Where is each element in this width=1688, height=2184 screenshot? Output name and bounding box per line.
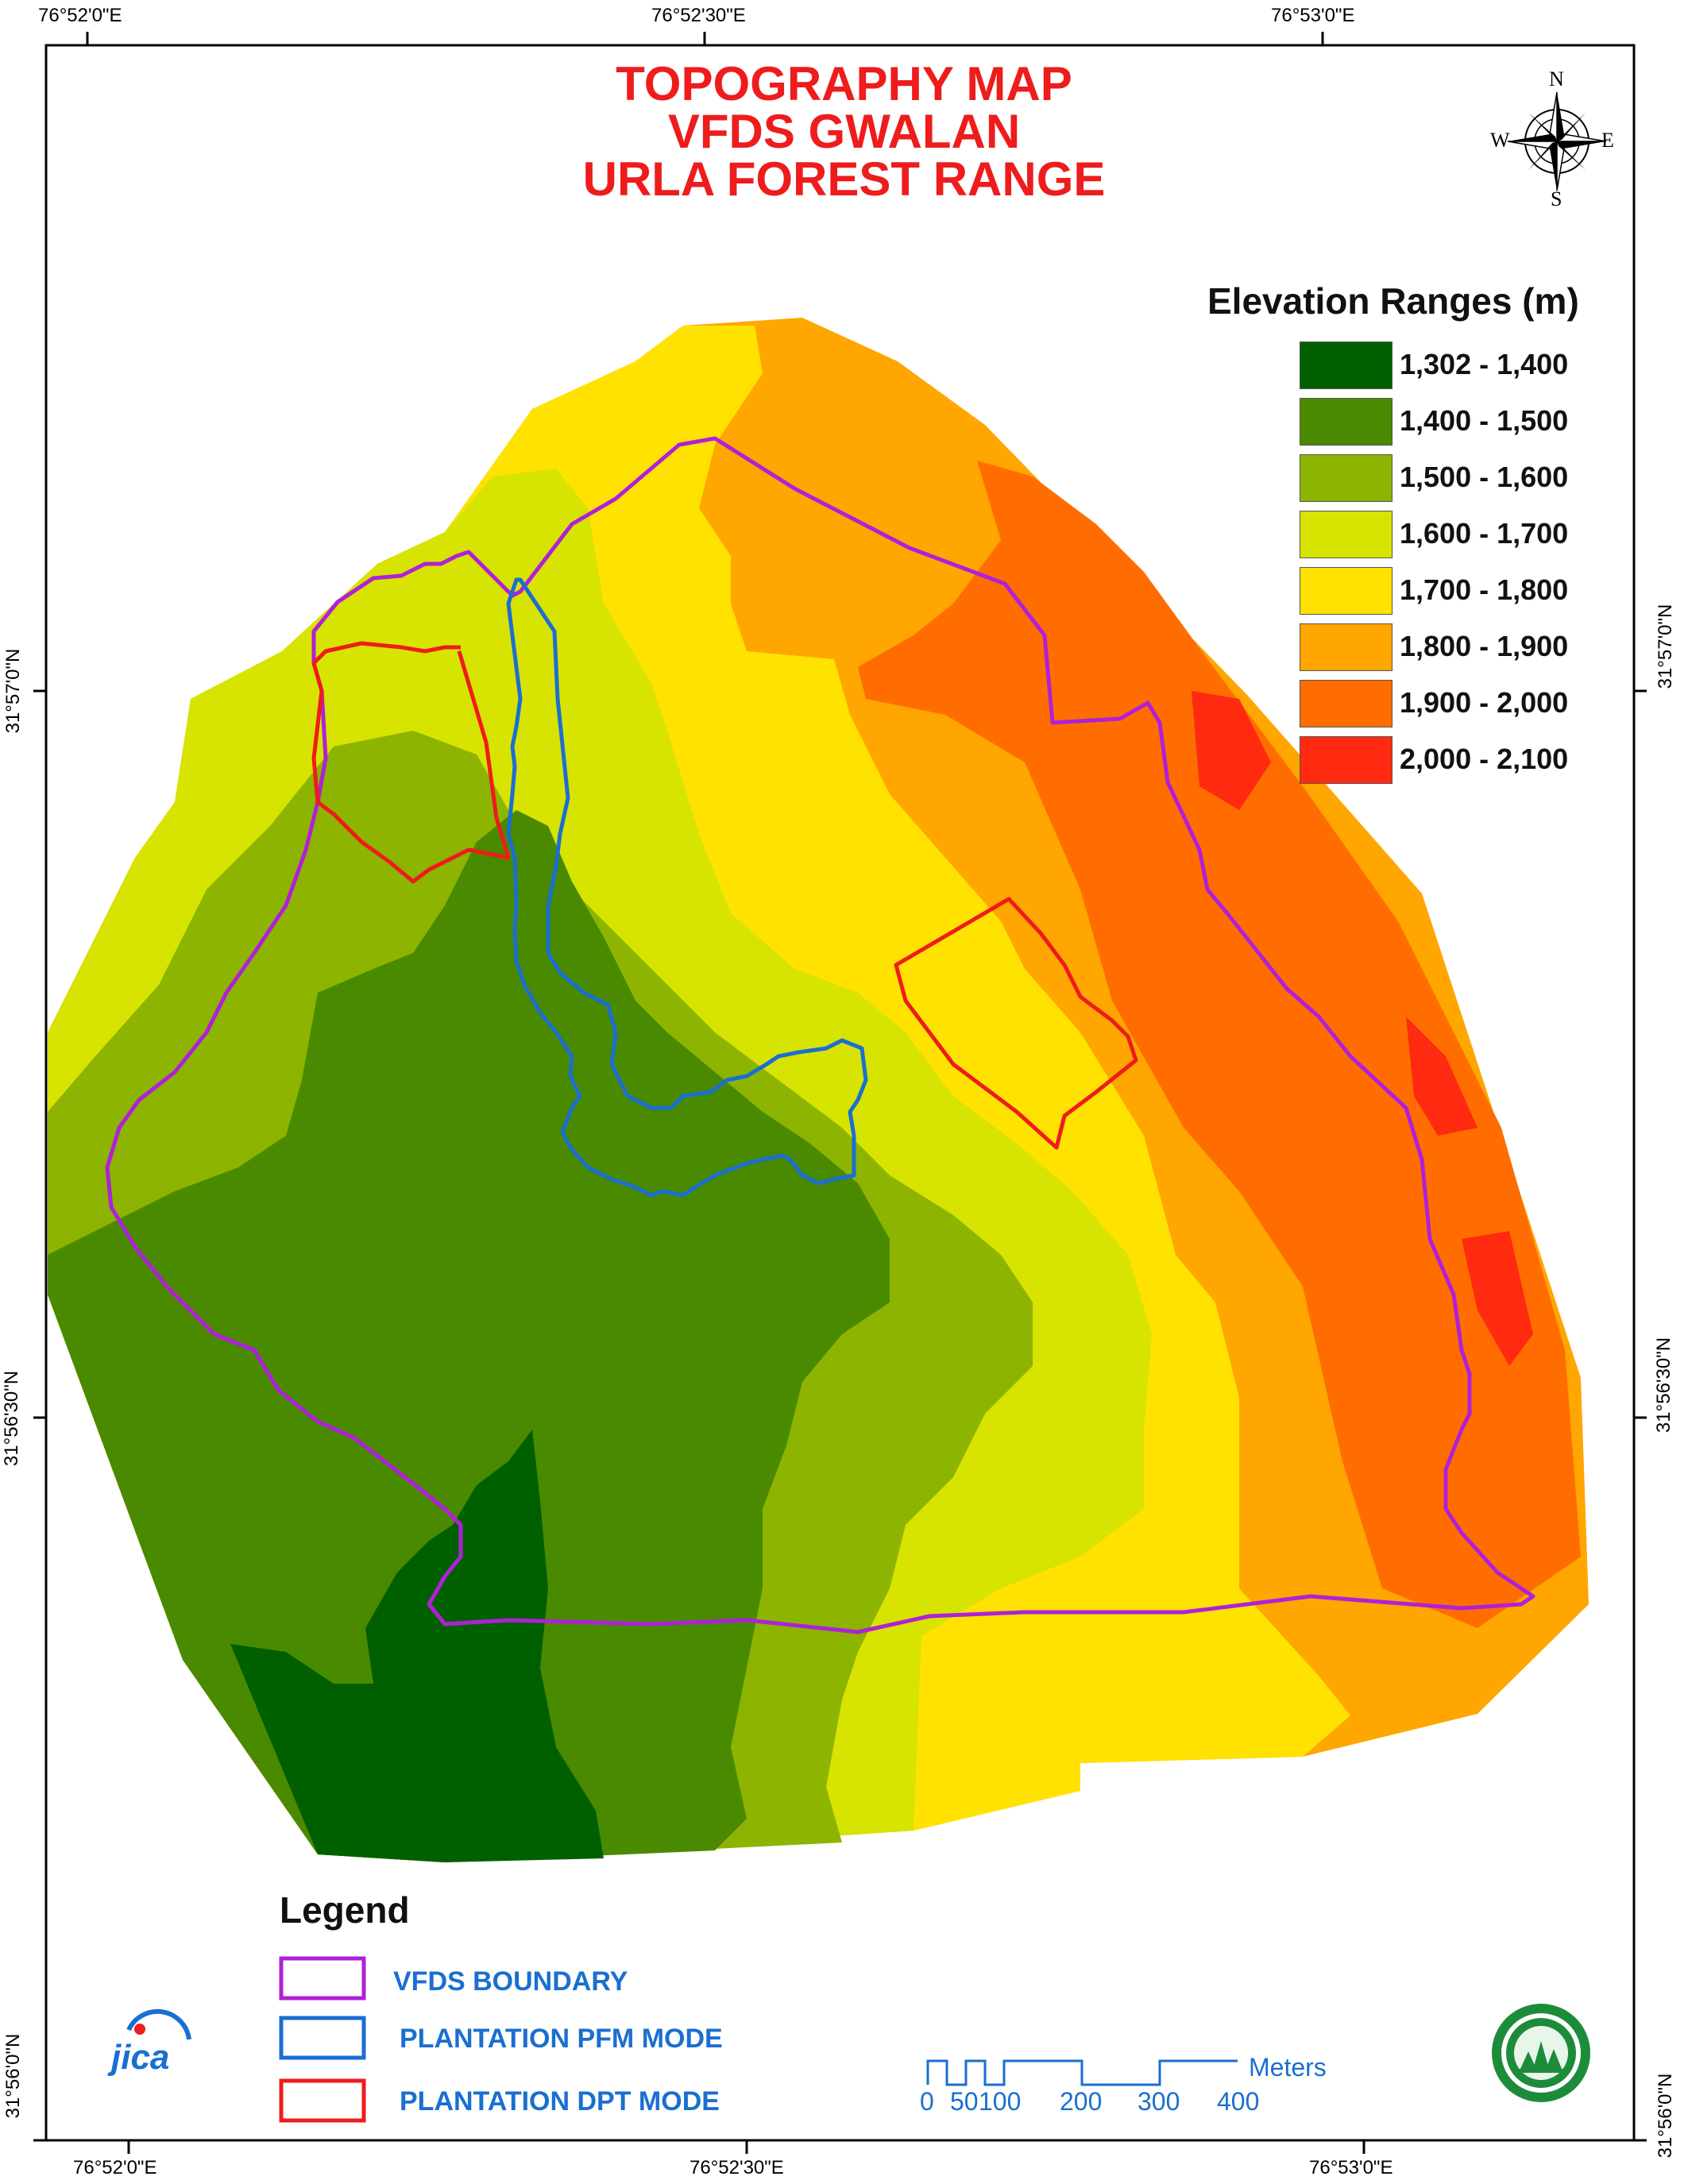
elevation-swatch <box>1300 454 1393 502</box>
coord-left-1: 31°57'0"N <box>2 648 24 734</box>
north-arrow-icon <box>1507 91 1607 191</box>
jica-logo <box>126 2008 191 2040</box>
elev-2000-2100-b <box>1406 1017 1477 1136</box>
coord-right-3: 31°56'0"N <box>1655 2073 1676 2159</box>
elev-1302-1400 <box>230 1430 604 1862</box>
elevation-swatch <box>1300 341 1393 389</box>
compass-s-label: S <box>1551 187 1562 210</box>
legend-label-dpt: PLANTATION DPT MODE <box>400 2086 720 2116</box>
elev-1400-1500 <box>48 810 890 1862</box>
coord-top-2: 76°52'30"E <box>651 5 746 26</box>
scale-tick-200: 200 <box>1060 2087 1103 2116</box>
elevation-class-label: 1,400 - 1,500 <box>1400 404 1569 437</box>
elevation-class-label: 1,700 - 1,800 <box>1400 573 1569 606</box>
coord-top-3: 76°53'0"E <box>1271 5 1355 26</box>
scale-tick-300: 300 <box>1138 2087 1180 2116</box>
plantation-pfm-boundary <box>506 577 868 1198</box>
legend-swatch-dpt <box>279 2078 366 2123</box>
elevation-swatch <box>1300 511 1393 558</box>
elevation-class-label: 1,500 - 1,600 <box>1400 461 1569 493</box>
coord-bottom-1: 76°52'0"E <box>73 2157 157 2178</box>
map-title-line2: VFDS GWALAN <box>667 105 1021 158</box>
elevation-class-label: 1,302 - 1,400 <box>1400 348 1569 380</box>
elevation-class-label: 1,900 - 2,000 <box>1400 686 1569 719</box>
legend-swatch-pfm <box>279 2016 366 2060</box>
scale-tick-0: 0 <box>920 2087 934 2116</box>
legend-label-vfds: VFDS BOUNDARY <box>393 1966 628 1997</box>
elev-2000-2100-a <box>1192 691 1271 810</box>
scale-tick-50: 50 <box>950 2087 979 2116</box>
elevation-class-label: 1,800 - 1,900 <box>1400 630 1569 662</box>
coord-bottom-3: 76°53'0"E <box>1309 2157 1393 2178</box>
scale-tick-100: 100 <box>979 2087 1022 2116</box>
plantation-dpt-boundary-west <box>311 641 511 884</box>
elevation-swatch <box>1300 680 1393 727</box>
elevation-legend-title: Elevation Ranges (m) <box>1207 280 1579 322</box>
map-title-line1: TOPOGRAPHY MAP <box>616 57 1072 110</box>
plantation-dpt-boundary-east <box>894 897 1138 1150</box>
compass-n-label: N <box>1549 68 1564 91</box>
legend-swatch-vfds <box>279 1956 366 2001</box>
coord-bottom-2: 76°52'30"E <box>689 2157 784 2178</box>
scale-bar <box>926 2059 1238 2086</box>
coord-left-2: 31°56'30"N <box>1 1370 22 1467</box>
coord-right-1: 31°57'0"N <box>1655 604 1676 689</box>
elev-1900-2000 <box>858 461 1581 1628</box>
elevation-class-label: 1,600 - 1,700 <box>1400 517 1569 550</box>
vfds-boundary <box>105 436 1535 1634</box>
compass-w-label: W <box>1490 129 1510 152</box>
elevation-swatch <box>1300 736 1393 784</box>
elevation-swatch <box>1300 398 1393 446</box>
legend-title: Legend <box>280 1889 410 1931</box>
map-title-line3: URLA FOREST RANGE <box>582 152 1106 206</box>
coord-left-3: 31°56'0"N <box>2 2033 24 2119</box>
jica-wordmark: jica <box>111 2038 170 2077</box>
scale-tick-400: 400 <box>1217 2087 1260 2116</box>
compass-e-label: E <box>1601 129 1614 152</box>
forest-seal-logo <box>1492 2004 1590 2102</box>
coord-top-1: 76°52'0"E <box>38 5 122 26</box>
graticule-ticks <box>33 32 1647 2154</box>
coord-right-2: 31°56'30"N <box>1653 1337 1674 1433</box>
elevation-class-label: 2,000 - 2,100 <box>1400 743 1569 775</box>
elevation-swatch <box>1300 623 1393 671</box>
elevation-swatch <box>1300 567 1393 615</box>
scale-unit: Meters <box>1249 2053 1327 2082</box>
legend-label-pfm: PLANTATION PFM MODE <box>400 2024 723 2054</box>
elev-2000-2100-c <box>1462 1231 1533 1366</box>
